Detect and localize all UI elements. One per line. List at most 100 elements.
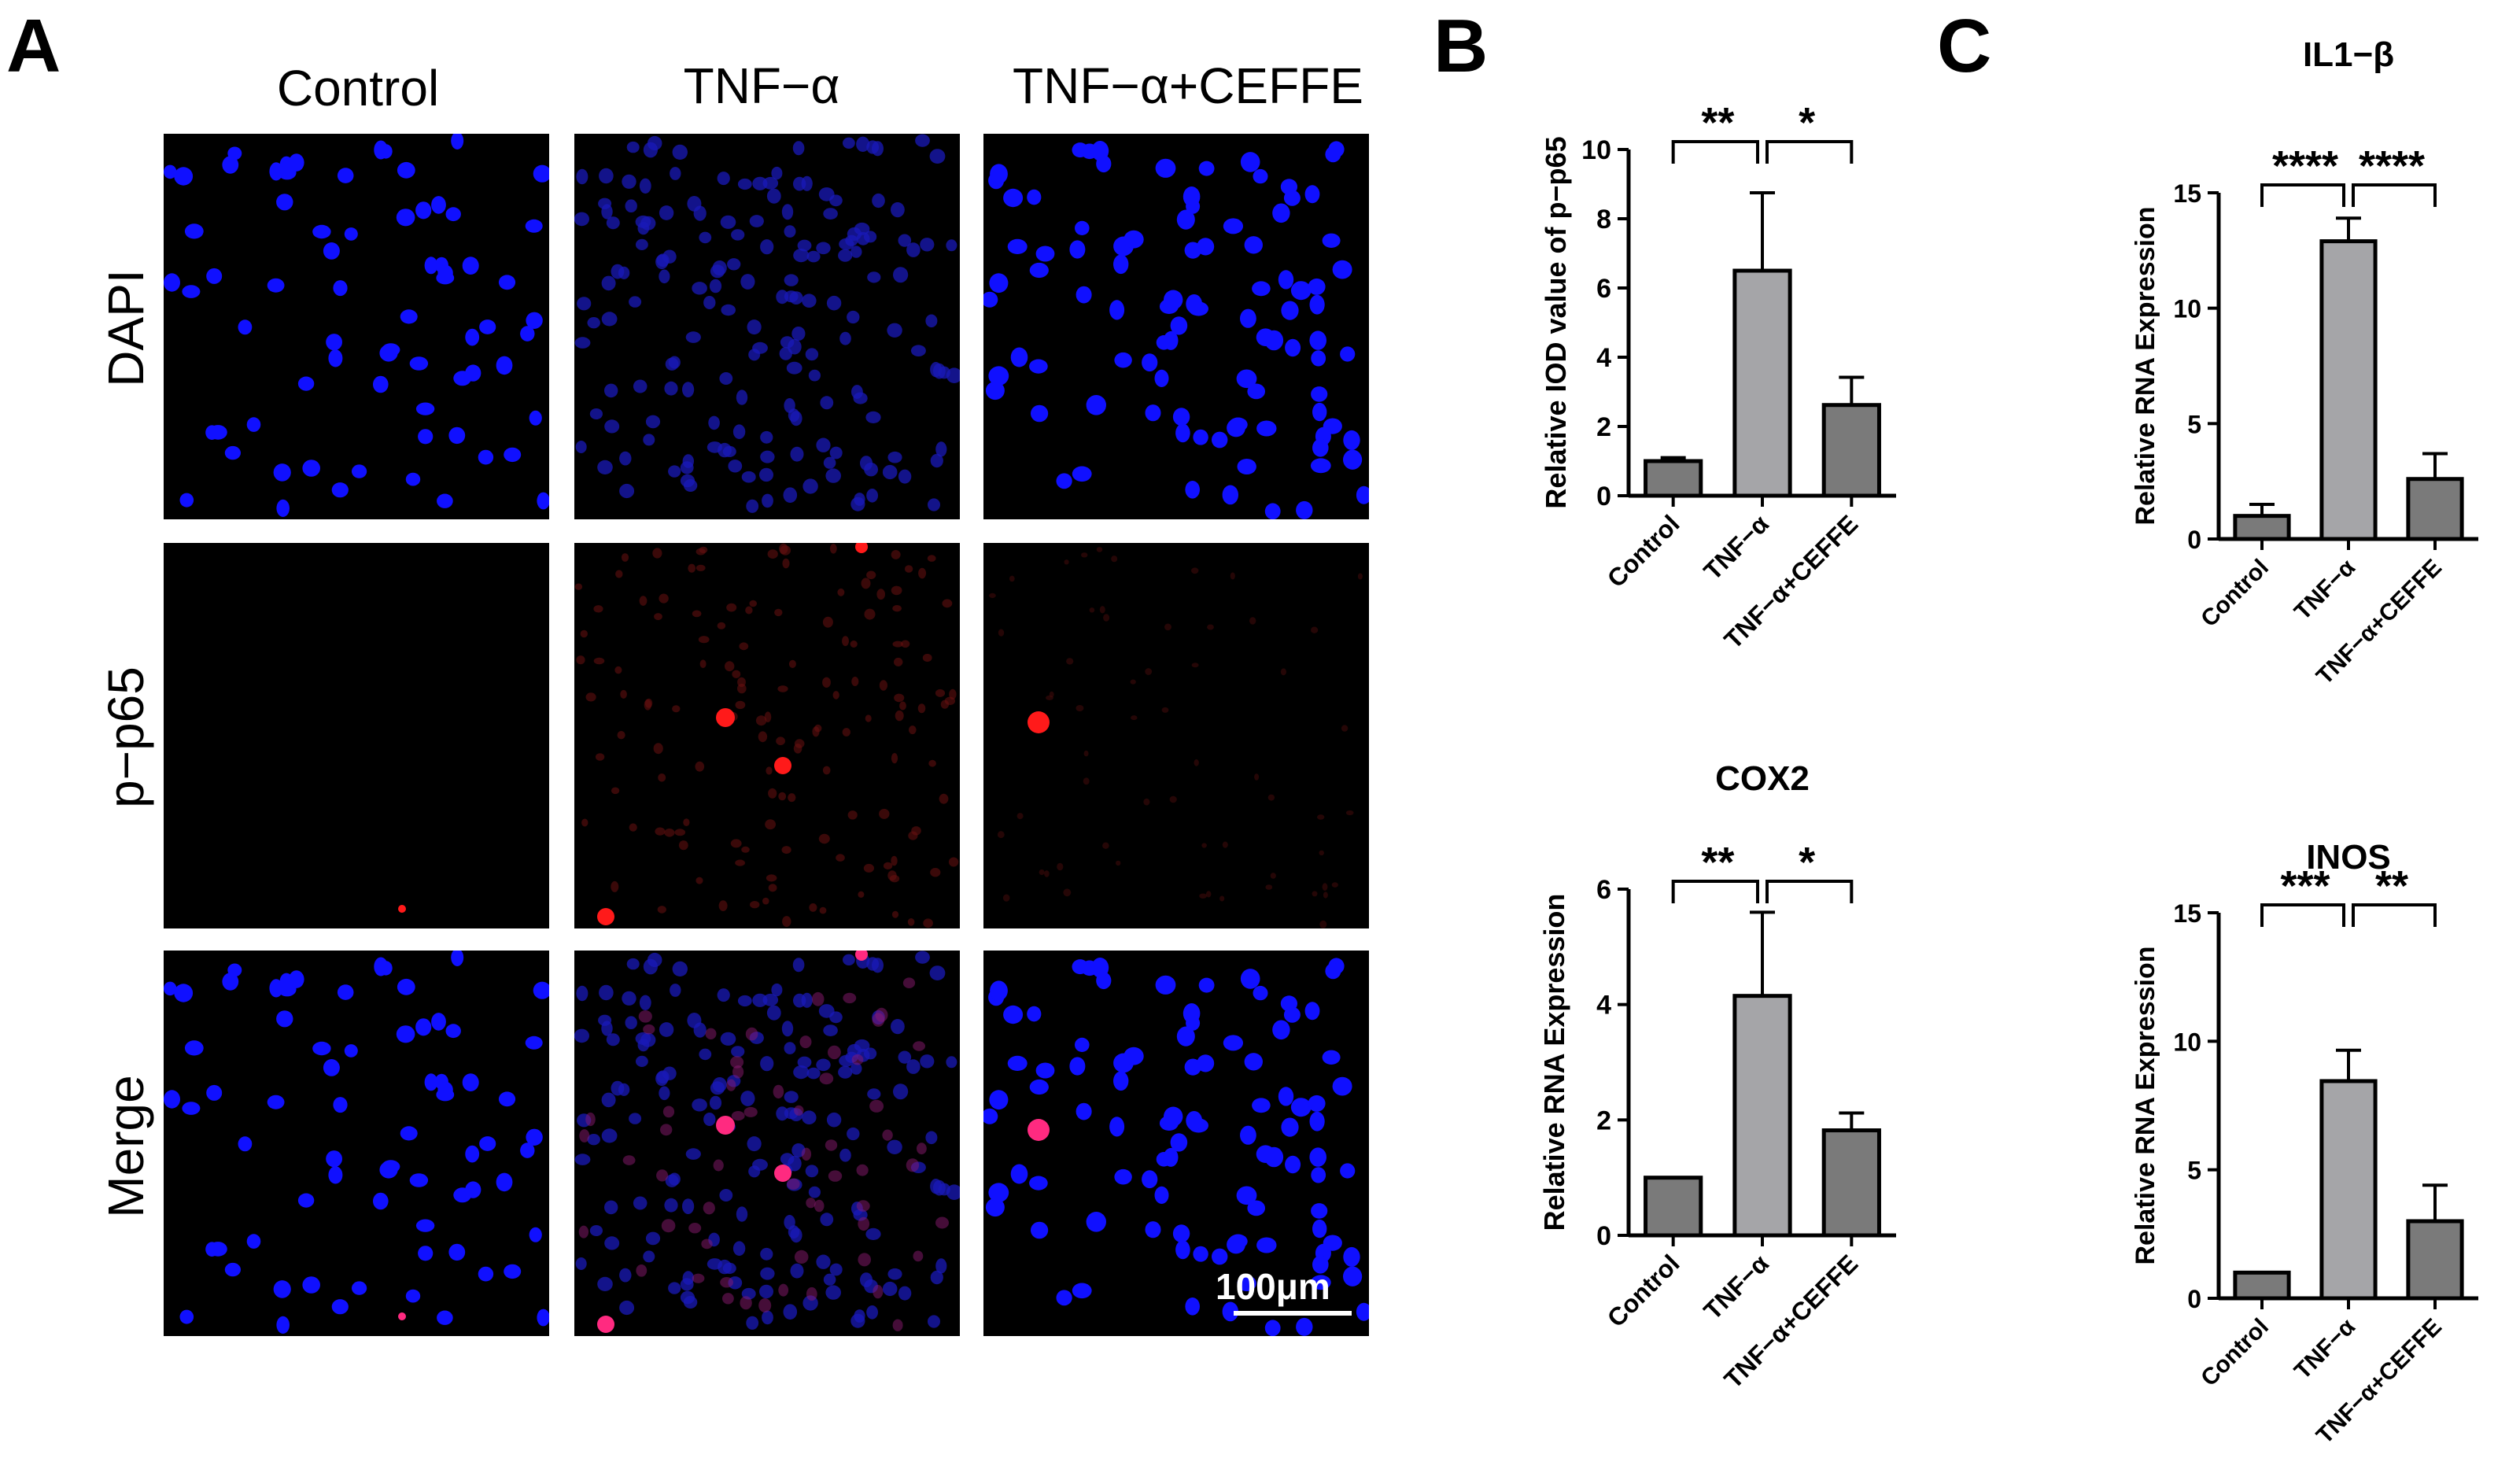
cell-nucleus bbox=[645, 1231, 661, 1246]
cell-nucleus bbox=[983, 1108, 998, 1124]
cell-nucleus bbox=[328, 1166, 343, 1184]
bar bbox=[2406, 477, 2464, 541]
cell-nucleus bbox=[636, 238, 648, 250]
cell-nucleus bbox=[730, 1056, 744, 1069]
cell-nucleus bbox=[1142, 353, 1158, 372]
cell-nucleus bbox=[636, 1264, 648, 1277]
cell-nucleus bbox=[1322, 233, 1341, 248]
cell-nucleus bbox=[766, 1005, 781, 1021]
cell-nucleus bbox=[732, 1065, 744, 1079]
cell-nucleus bbox=[797, 239, 812, 252]
cell-nucleus bbox=[732, 670, 741, 678]
cell-nucleus bbox=[760, 450, 775, 463]
cell-nucleus bbox=[479, 319, 496, 334]
cell-nucleus bbox=[898, 234, 912, 247]
cell-nucleus bbox=[643, 1250, 655, 1263]
cell-nucleus bbox=[737, 178, 752, 190]
cell-nucleus bbox=[465, 364, 481, 382]
panel-letter-c: C bbox=[1937, 4, 1992, 88]
cell-nucleus bbox=[437, 1081, 453, 1098]
cell-nucleus bbox=[893, 267, 909, 283]
cell-nucleus bbox=[917, 1143, 927, 1155]
cell-nucleus bbox=[598, 1014, 612, 1026]
cell-nucleus bbox=[766, 188, 781, 204]
cell-nucleus bbox=[867, 271, 881, 283]
cell-nucleus bbox=[415, 402, 435, 415]
significance-label: * bbox=[1799, 99, 1815, 146]
cell-nucleus bbox=[576, 985, 588, 1002]
cell-nucleus bbox=[1086, 1212, 1106, 1232]
cell-nucleus bbox=[1145, 1221, 1161, 1239]
cell-nucleus bbox=[748, 349, 761, 361]
cell-nucleus bbox=[1308, 278, 1326, 295]
cell-nucleus bbox=[1172, 408, 1190, 426]
cell-nucleus bbox=[1081, 143, 1098, 160]
cell-nucleus bbox=[1207, 624, 1214, 630]
p65-spot bbox=[855, 543, 868, 553]
cell-nucleus bbox=[674, 829, 686, 836]
y-tick-label: 0 bbox=[2187, 1285, 2201, 1313]
cell-nucleus bbox=[829, 194, 843, 207]
cell-nucleus bbox=[415, 1018, 432, 1036]
cell-nucleus bbox=[759, 467, 773, 482]
cell-nucleus bbox=[1322, 1050, 1341, 1065]
cell-nucleus bbox=[574, 337, 591, 349]
cell-nucleus bbox=[448, 1243, 466, 1261]
cell-nucleus bbox=[906, 1158, 920, 1172]
cell-nucleus bbox=[710, 1081, 725, 1095]
cell-nucleus bbox=[935, 1216, 949, 1229]
cell-nucleus bbox=[895, 710, 904, 722]
cell-nucleus bbox=[816, 242, 831, 255]
cell-nucleus bbox=[710, 264, 725, 279]
cell-nucleus bbox=[504, 1264, 522, 1279]
cell-nucleus bbox=[990, 980, 1008, 1001]
cell-nucleus bbox=[465, 328, 480, 346]
cell-nucleus bbox=[928, 1315, 940, 1328]
cell-nucleus bbox=[1309, 294, 1325, 315]
cell-nucleus bbox=[1063, 888, 1072, 897]
cell-nucleus bbox=[1009, 575, 1015, 582]
cell-nucleus bbox=[997, 831, 1005, 839]
cell-nucleus bbox=[1312, 402, 1327, 422]
y-tick-label: 0 bbox=[1596, 482, 1611, 511]
cell-nucleus bbox=[337, 984, 354, 1000]
cell-nucleus bbox=[1308, 1095, 1326, 1112]
cell-nucleus bbox=[843, 137, 855, 149]
cell-nucleus bbox=[1309, 1147, 1326, 1167]
p65-spot bbox=[1028, 1119, 1050, 1141]
cell-nucleus bbox=[621, 553, 629, 562]
cell-nucleus bbox=[1223, 218, 1243, 234]
cell-nucleus bbox=[1154, 1186, 1169, 1204]
cell-nucleus bbox=[822, 677, 831, 688]
cell-nucleus bbox=[1184, 1058, 1201, 1076]
significance-bracket bbox=[1765, 880, 1854, 903]
cell-nucleus bbox=[799, 1035, 812, 1049]
cell-nucleus bbox=[732, 424, 746, 439]
cell-nucleus bbox=[574, 1028, 589, 1043]
cell-nucleus bbox=[1031, 404, 1049, 423]
cell-nucleus bbox=[670, 167, 681, 180]
cell-nucleus bbox=[866, 1305, 878, 1320]
cell-nucleus bbox=[725, 661, 735, 672]
cell-nucleus bbox=[802, 478, 818, 494]
cell-nucleus bbox=[645, 415, 661, 429]
cell-nucleus bbox=[935, 1258, 947, 1274]
cell-nucleus bbox=[760, 430, 773, 444]
cell-nucleus bbox=[829, 544, 837, 554]
row-label-p65: p−p65 bbox=[98, 666, 154, 808]
p65-spot bbox=[1028, 711, 1050, 733]
cell-nucleus bbox=[654, 613, 662, 621]
cell-nucleus bbox=[930, 868, 941, 877]
cell-nucleus bbox=[1345, 810, 1354, 816]
cell-nucleus bbox=[656, 1070, 670, 1083]
cell-nucleus bbox=[1069, 240, 1086, 259]
cell-nucleus bbox=[606, 216, 620, 230]
cell-nucleus bbox=[695, 877, 703, 884]
cell-nucleus bbox=[737, 995, 752, 1007]
cell-nucleus bbox=[904, 565, 913, 573]
cell-nucleus bbox=[451, 951, 464, 966]
cell-nucleus bbox=[276, 499, 290, 517]
cell-nucleus bbox=[1247, 1200, 1265, 1216]
cell-nucleus bbox=[819, 906, 827, 914]
cell-nucleus bbox=[576, 655, 585, 665]
